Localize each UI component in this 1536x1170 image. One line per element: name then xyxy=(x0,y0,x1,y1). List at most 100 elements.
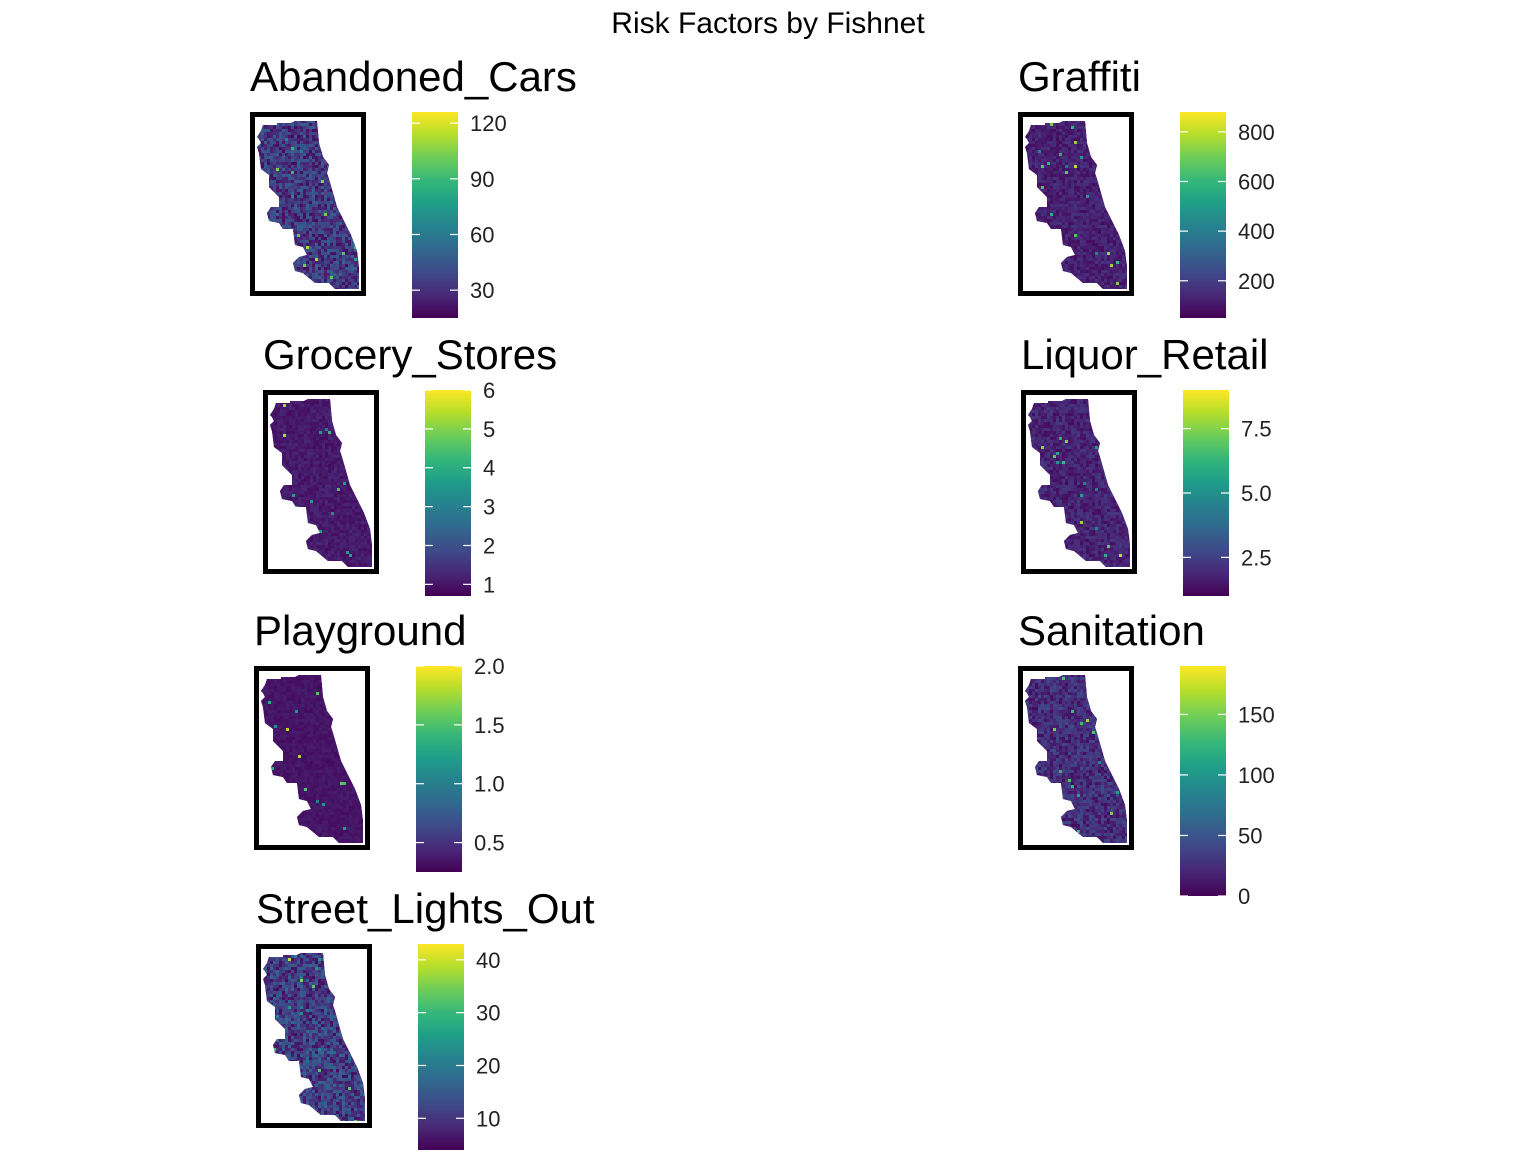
fishnet-cell xyxy=(331,452,334,455)
fishnet-cell xyxy=(330,198,333,201)
fishnet-cell xyxy=(352,407,355,410)
fishnet-cell xyxy=(360,165,361,168)
fishnet-cell xyxy=(342,117,345,120)
fishnet-cell xyxy=(1050,219,1053,222)
fishnet-cell xyxy=(1086,138,1089,141)
fishnet-cell xyxy=(1104,273,1107,276)
fishnet-cell xyxy=(1053,174,1056,177)
fishnet-cell xyxy=(1071,195,1074,198)
fishnet-cell xyxy=(1068,228,1071,231)
fishnet-cell xyxy=(255,183,258,186)
fishnet-cell xyxy=(273,153,276,156)
fishnet-cell xyxy=(303,126,306,129)
fishnet-cell xyxy=(1035,144,1038,147)
fishnet-cell xyxy=(1101,285,1104,288)
fishnet-cell xyxy=(264,222,267,225)
fishnet-cell xyxy=(291,159,294,162)
fishnet-cell xyxy=(285,120,288,123)
fishnet-cell xyxy=(273,129,276,132)
fishnet-cell xyxy=(1068,195,1071,198)
fishnet-cell xyxy=(1068,123,1071,126)
fishnet-cell xyxy=(1107,117,1110,120)
fishnet-cell xyxy=(1119,258,1122,261)
fishnet-cell xyxy=(1080,117,1083,120)
fishnet-cell xyxy=(1089,249,1092,252)
fishnet-cell xyxy=(276,144,279,147)
fishnet-cell xyxy=(1047,219,1050,222)
fishnet-cell xyxy=(358,398,361,401)
fishnet-cell xyxy=(318,279,321,282)
fishnet-cell xyxy=(258,252,261,255)
fishnet-cell xyxy=(1065,177,1068,180)
fishnet-cell xyxy=(1107,132,1110,135)
fishnet-cell xyxy=(343,395,346,398)
fishnet-cell xyxy=(333,171,336,174)
fishnet-cell xyxy=(367,434,370,437)
fishnet-cell xyxy=(1023,234,1026,237)
fishnet-cell xyxy=(339,237,342,240)
fishnet-cell xyxy=(370,407,373,410)
fishnet-cell xyxy=(1077,147,1080,150)
fishnet-cell xyxy=(1023,147,1026,150)
fishnet-cell xyxy=(357,138,360,141)
fishnet-cell xyxy=(285,222,288,225)
fishnet-cell xyxy=(1113,171,1116,174)
fishnet-cell xyxy=(268,407,271,410)
fishnet-cell xyxy=(357,126,360,129)
fishnet-cell xyxy=(294,153,297,156)
fishnet-cell xyxy=(1101,174,1104,177)
fishnet-cell xyxy=(279,270,282,273)
fishnet-cell xyxy=(1119,180,1122,183)
fishnet-cell xyxy=(1122,120,1125,123)
fishnet-cell xyxy=(1050,282,1053,285)
fishnet-cell xyxy=(1119,273,1122,276)
fishnet-cell xyxy=(333,129,336,132)
fishnet-cell xyxy=(301,443,304,446)
fishnet-cell xyxy=(264,225,267,228)
fishnet-cell xyxy=(321,150,324,153)
fishnet-cell xyxy=(1059,252,1062,255)
fishnet-cell xyxy=(1056,150,1059,153)
fishnet-cell xyxy=(1065,216,1068,219)
fishnet-cell xyxy=(1032,189,1035,192)
legend-tick-label: 60 xyxy=(470,222,494,247)
fishnet-cell xyxy=(1044,135,1047,138)
fishnet-cell xyxy=(288,123,291,126)
fishnet-cell xyxy=(370,449,373,452)
fishnet-cell xyxy=(1050,231,1053,234)
fishnet-cell xyxy=(1119,183,1122,186)
fishnet-cell xyxy=(297,177,300,180)
fishnet-cell xyxy=(1029,246,1032,249)
fishnet-cell xyxy=(1119,165,1122,168)
fishnet-cell xyxy=(292,455,295,458)
fishnet-cell xyxy=(360,126,361,129)
fishnet-cell xyxy=(316,437,319,440)
fishnet-cell xyxy=(1086,174,1089,177)
fishnet-cell xyxy=(273,144,276,147)
fishnet-cell xyxy=(276,117,279,120)
fishnet-cell xyxy=(1041,168,1044,171)
fishnet-cell xyxy=(1065,234,1068,237)
fishnet-cell xyxy=(1125,153,1128,156)
fishnet-cell xyxy=(289,413,292,416)
fishnet-cell xyxy=(1065,240,1068,243)
fishnet-cell xyxy=(360,186,361,189)
fishnet-cell xyxy=(325,419,328,422)
fishnet-map xyxy=(255,117,361,291)
fishnet-cell xyxy=(360,153,361,156)
fishnet-cell xyxy=(1071,273,1074,276)
fishnet-cell xyxy=(261,210,264,213)
fishnet-cell xyxy=(352,452,355,455)
fishnet-cell xyxy=(288,264,291,267)
fishnet-cell xyxy=(1104,237,1107,240)
fishnet-cell xyxy=(1059,210,1062,213)
fishnet-cell xyxy=(355,440,358,443)
fishnet-cell xyxy=(297,123,300,126)
fishnet-cell xyxy=(301,395,304,398)
fishnet-cell xyxy=(324,171,327,174)
fishnet-cell xyxy=(364,428,367,431)
fishnet-cell xyxy=(330,117,333,120)
fishnet-cell xyxy=(330,207,333,210)
fishnet-cell xyxy=(301,404,304,407)
fishnet-cell xyxy=(279,138,282,141)
